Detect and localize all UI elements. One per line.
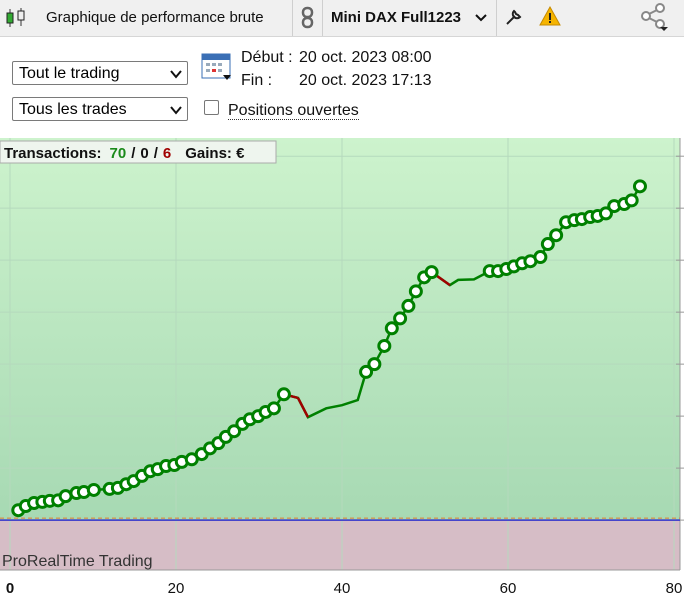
watermark: ProRealTime Trading	[2, 553, 153, 570]
losses-count: 6	[163, 145, 171, 162]
settings-icon[interactable]	[504, 7, 524, 27]
x-tick-label: 40	[334, 580, 351, 597]
stats-label: Transactions:	[4, 145, 102, 162]
dropdown-arrow	[170, 106, 182, 115]
stats-box: Transactions: 70/0/6 Gains: €	[0, 140, 277, 164]
stats-bg	[0, 140, 277, 164]
stats: Transactions: 70/0/6 Gains: €	[4, 145, 245, 162]
trade-marker	[227, 424, 242, 439]
link-icon[interactable]	[299, 6, 317, 30]
gains-label: Gains: €	[185, 145, 245, 162]
x-tick-label: 20	[168, 580, 185, 597]
wins-count: 70	[110, 145, 127, 162]
plot-bottom	[0, 570, 684, 598]
trade-marker	[533, 250, 548, 265]
trade-marker	[598, 206, 613, 221]
trade-marker	[540, 237, 555, 252]
open-positions-label[interactable]: Positions ouvertes	[228, 102, 359, 120]
trade-marker	[367, 357, 382, 372]
scope-select[interactable]: Tout le trading	[12, 61, 188, 85]
trade-marker	[384, 321, 399, 336]
toolbar: Graphique de performance brute Mini DAX …	[0, 0, 684, 37]
trade-marker	[359, 364, 374, 379]
calendar-icon[interactable]	[201, 51, 233, 83]
x-tick-label: 0	[6, 580, 14, 597]
separator: /	[154, 145, 159, 162]
loss-segment	[296, 397, 310, 418]
x-tick-label: 80	[666, 580, 683, 597]
dropdown-arrow[interactable]	[475, 13, 487, 23]
end-label: Fin :	[241, 72, 273, 89]
warning-icon[interactable]	[539, 6, 561, 26]
chart-icon[interactable]	[4, 6, 28, 30]
trades-select[interactable]: Tous les trades	[12, 97, 188, 121]
instrument-selector[interactable]: Mini DAX Full1223	[331, 9, 462, 26]
trades-value: Tous les trades	[19, 101, 127, 118]
dropdown-arrow	[170, 70, 182, 79]
end-date: 20 oct. 2023 17:13	[299, 72, 432, 89]
toolbar-title: Graphique de performance brute	[46, 9, 264, 26]
profit-zone	[0, 138, 680, 521]
neutral-count: 0	[140, 145, 148, 162]
trade-marker	[86, 482, 101, 497]
share-icon[interactable]	[638, 3, 670, 33]
trade-marker	[276, 387, 291, 402]
trade-marker	[401, 298, 416, 313]
trade-marker	[632, 179, 647, 194]
x-tick-label: 60	[500, 580, 517, 597]
trade-marker	[549, 228, 564, 243]
start-date: 20 oct. 2023 08:00	[299, 49, 432, 66]
trade-marker	[393, 311, 408, 326]
start-label: Début :	[241, 49, 293, 66]
loss-zone	[0, 520, 680, 570]
trade-marker	[408, 284, 423, 299]
checkbox[interactable]	[204, 100, 219, 115]
scope-value: Tout le trading	[19, 65, 120, 82]
trade-marker	[266, 401, 281, 416]
separator: /	[131, 145, 136, 162]
trade-marker	[377, 338, 392, 353]
trade-marker	[624, 193, 639, 208]
trade-marker	[424, 265, 439, 280]
